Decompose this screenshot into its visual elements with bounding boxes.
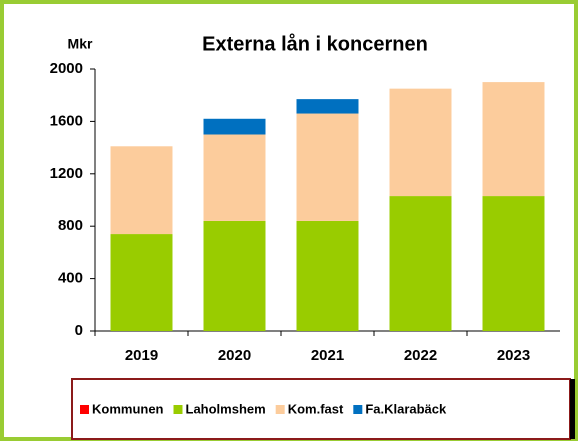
legend-shadow: [570, 379, 575, 439]
chart-title: Externa lån i koncernen: [202, 32, 428, 55]
bar-segment: [203, 134, 266, 221]
y-tick-label: 1200: [50, 165, 83, 182]
y-tick-label: 2000: [50, 60, 83, 77]
legend-swatch: [80, 405, 89, 414]
bar-segment: [482, 82, 545, 197]
legend-label: Laholmshem: [186, 401, 266, 416]
legend-swatch: [353, 405, 363, 414]
bar-segment: [296, 99, 359, 114]
legend-swatch: [173, 405, 183, 414]
y-axis-label: Mkr: [68, 36, 93, 52]
x-tick-label: 2019: [125, 347, 158, 364]
legend-label: Fa.Klarabäck: [365, 401, 447, 416]
legend-label: Kom.fast: [288, 401, 344, 416]
bar-segment: [203, 118, 266, 135]
bar-segment: [110, 234, 173, 331]
y-tick-label: 1600: [50, 112, 83, 129]
bar-segment: [110, 146, 173, 235]
y-tick-label: 0: [75, 322, 83, 339]
y-tick-label: 800: [58, 217, 83, 234]
bar-segment: [389, 196, 452, 331]
x-tick-label: 2021: [311, 347, 344, 364]
bar-segment: [296, 113, 359, 221]
bar-segment: [389, 88, 452, 197]
legend-swatch: [275, 405, 285, 414]
x-tick-label: 2022: [404, 347, 437, 364]
bar-segment: [482, 196, 545, 331]
y-tick-label: 400: [58, 270, 83, 287]
x-tick-label: 2020: [218, 347, 251, 364]
x-tick-label: 2023: [497, 347, 530, 364]
legend-box: [71, 378, 571, 440]
bar-segment: [296, 220, 359, 331]
bar-segment: [203, 220, 266, 331]
legend-label: Kommunen: [92, 401, 164, 416]
